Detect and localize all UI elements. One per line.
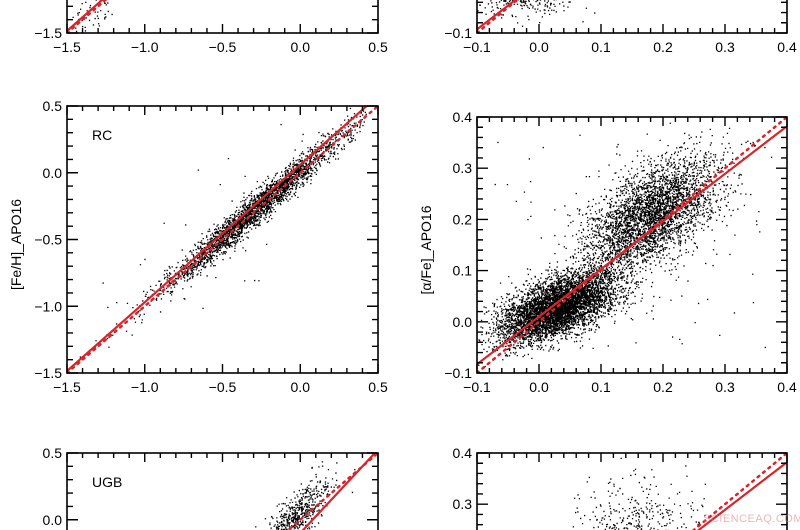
x-tick-label: −0.5 [209, 379, 237, 395]
y-tick-label: −0.5 [34, 232, 62, 248]
one-to-one-line [67, 106, 378, 373]
x-tick-label: 0.1 [591, 379, 611, 395]
plot-area [67, 0, 113, 33]
y-tick-label: 0.5 [43, 98, 63, 114]
axis-ticks [476, 116, 788, 374]
x-tick-label: 0.0 [529, 39, 549, 55]
x-tick-label: 0.2 [653, 379, 673, 395]
y-tick-label: 0.5 [43, 445, 63, 461]
panel-label: RC [92, 127, 112, 143]
y-tick-label: 0.4 [453, 445, 473, 461]
fit-line [477, 0, 518, 31]
y-tick-label: 0.4 [453, 109, 473, 125]
data-points [477, 0, 596, 27]
axes-frame [476, 0, 788, 34]
panel-ugb-feh-partial: 0.5 0.0 UGB [43, 445, 379, 530]
y-tick-label: −0.1 [444, 25, 472, 41]
one-to-one-line [286, 453, 378, 530]
x-tick-label: 0.3 [715, 39, 735, 55]
y-tick-label: 0.0 [453, 314, 473, 330]
panel-top-left-partial: −1.5 −1.0 −0.5 0.0 0.5 −1.5 [34, 0, 388, 55]
plot-area [255, 453, 378, 530]
y-tick-label: −1.5 [34, 365, 62, 381]
plot-area [477, 117, 787, 373]
axis-ticks [476, 1, 788, 34]
y-tick-label: 0.0 [43, 512, 63, 528]
axes-frame [476, 116, 788, 374]
x-tick-label: 0.3 [715, 379, 735, 395]
y-axis-label: [Fe/H]_APO16 [8, 199, 24, 290]
one-to-one-line [691, 453, 787, 530]
y-tick-label: 0.0 [43, 165, 63, 181]
one-to-one-line [477, 117, 787, 373]
axis-ticks [66, 5, 379, 34]
x-tick-label: 0.0 [529, 379, 549, 395]
fit-line [696, 461, 787, 530]
data-points [255, 461, 356, 530]
watermark: SCIENCEAQ.COM [703, 513, 800, 525]
x-tick-label: −0.1 [463, 39, 491, 55]
x-tick-label: −1.0 [131, 39, 159, 55]
x-tick-label: −1.5 [53, 379, 81, 395]
fit-line [301, 453, 377, 530]
fit-line [477, 125, 787, 366]
data-points [71, 0, 113, 32]
plot-area [67, 106, 378, 373]
y-tick-label: −1.5 [34, 25, 62, 41]
panel-rc-feh: −1.5 −1.0 −0.5 0.0 0.5 −1.5 −1.0 −0.5 0.0 0.5 RC [F… [8, 98, 388, 395]
x-tick-label: 0.0 [291, 39, 311, 55]
fit-line [67, 106, 369, 372]
x-tick-label: −1.0 [131, 379, 159, 395]
x-tick-label: 0.1 [591, 39, 611, 55]
x-tick-label: −0.5 [209, 39, 237, 55]
panel-rc-alpha: −0.1 0.0 0.1 0.2 0.3 0.4 −0.1 0.0 0.1 0.2 0.3 0.4 [α… [418, 109, 797, 395]
y-tick-label: 0.1 [453, 263, 473, 279]
x-tick-label: 0.4 [777, 39, 797, 55]
x-tick-label: 0.2 [653, 39, 673, 55]
axis-ticks [66, 452, 379, 521]
y-tick-label: 0.2 [453, 211, 473, 227]
y-tick-label: −0.1 [444, 365, 472, 381]
x-tick-label: −0.1 [463, 379, 491, 395]
x-tick-label: 0.4 [777, 379, 797, 395]
y-tick-label: 0.3 [453, 496, 473, 512]
y-tick-label: 0.3 [453, 160, 473, 176]
panel-label: UGB [92, 474, 122, 490]
x-tick-label: 0.5 [368, 39, 388, 55]
axes-frame [476, 452, 788, 530]
plot-area [572, 453, 787, 530]
data-points [572, 457, 706, 530]
y-axis-label: [α/Fe]_APO16 [418, 205, 434, 294]
y-tick-label: −1.0 [34, 298, 62, 314]
x-tick-label: 0.0 [291, 379, 311, 395]
plot-area [477, 0, 596, 33]
axes-frame [66, 452, 379, 530]
axis-ticks [476, 452, 788, 526]
x-tick-label: 0.5 [368, 379, 388, 395]
x-tick-label: −1.5 [53, 39, 81, 55]
axis-ticks [66, 105, 379, 374]
panel-top-right-partial: −0.1 0.0 0.1 0.2 0.3 0.4 −0.1 [444, 0, 797, 55]
panel-ugb-alpha-partial: 0.4 0.3 [453, 445, 788, 530]
